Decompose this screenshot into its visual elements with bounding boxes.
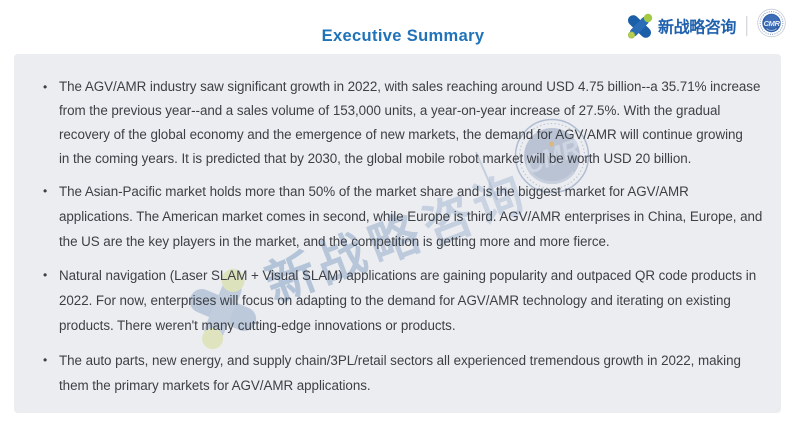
svg-text:新战略咨询: 新战略咨询	[658, 18, 736, 37]
svg-text:CMR: CMR	[763, 19, 780, 28]
